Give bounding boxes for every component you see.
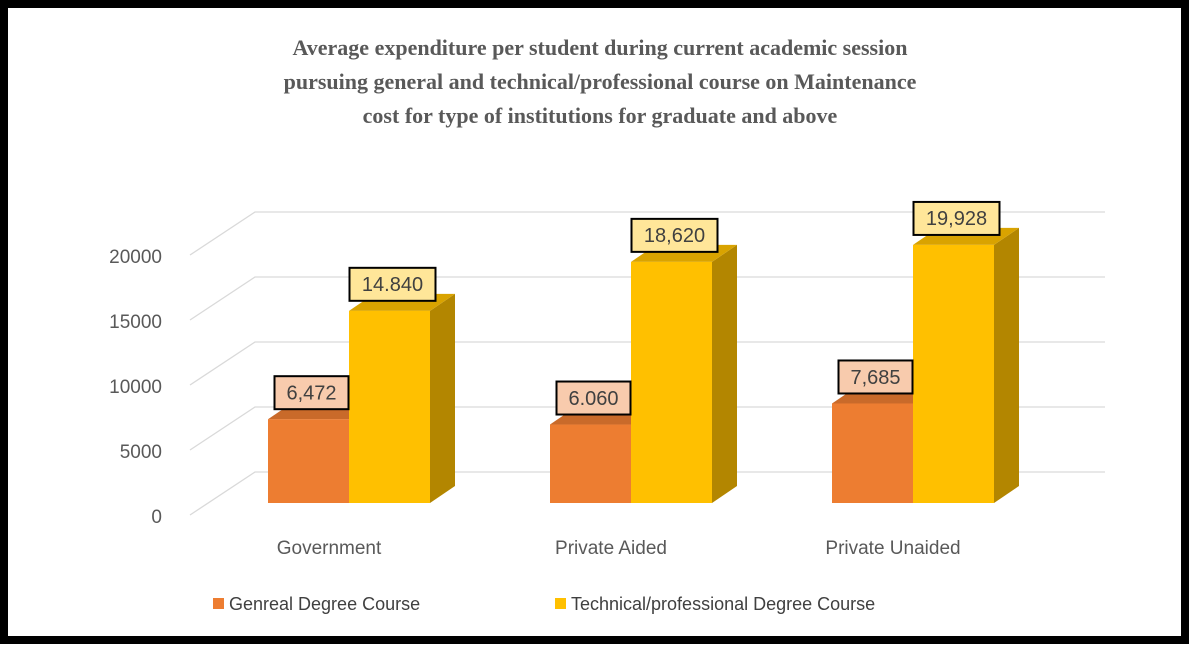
bar (268, 419, 349, 503)
x-tick-label: Government (277, 538, 382, 559)
value-label-box (555, 380, 632, 416)
x-tick-label: Private Aided (555, 538, 667, 559)
y-tick-label: 10000 (109, 377, 162, 398)
legend-label: Genreal Degree Course (229, 594, 420, 614)
chart-title: Average expenditure per student during c… (293, 35, 908, 60)
grid-line (189, 471, 1105, 516)
bar (550, 424, 631, 503)
y-tick-label: 20000 (109, 247, 162, 268)
value-label: 6,472 (286, 382, 336, 404)
legend-swatch (213, 598, 224, 609)
y-tick-label: 5000 (120, 442, 162, 463)
value-label: 18,620 (644, 225, 705, 247)
legend-label: Technical/professional Degree Course (571, 594, 875, 614)
value-label-box (912, 200, 1001, 236)
value-label: 6.060 (568, 388, 618, 410)
value-label: 7,685 (850, 367, 900, 389)
value-label-box (348, 266, 437, 302)
value-label-box (630, 217, 719, 253)
bar-side (712, 244, 737, 503)
bar (631, 261, 712, 503)
x-tick-label: Private Unaided (825, 538, 960, 559)
bar (913, 244, 994, 503)
grid-line (189, 341, 1105, 386)
y-tick-label: 0 (151, 507, 162, 528)
y-tick-label: 15000 (109, 312, 162, 333)
grid-line (189, 406, 1105, 451)
chart-title: cost for type of institutions for gradua… (363, 103, 838, 128)
bar (832, 403, 913, 503)
legend-swatch (555, 598, 566, 609)
bar (349, 310, 430, 503)
value-label: 19,928 (926, 208, 987, 230)
bar-side (994, 227, 1019, 503)
value-label-box (837, 359, 914, 395)
grid-line (189, 276, 1105, 321)
chart-title: pursuing general and technical/professio… (284, 69, 917, 94)
value-label: 14.840 (362, 274, 423, 296)
grid-line (189, 211, 1105, 256)
bar-side (430, 293, 455, 503)
value-label-box (273, 375, 350, 411)
